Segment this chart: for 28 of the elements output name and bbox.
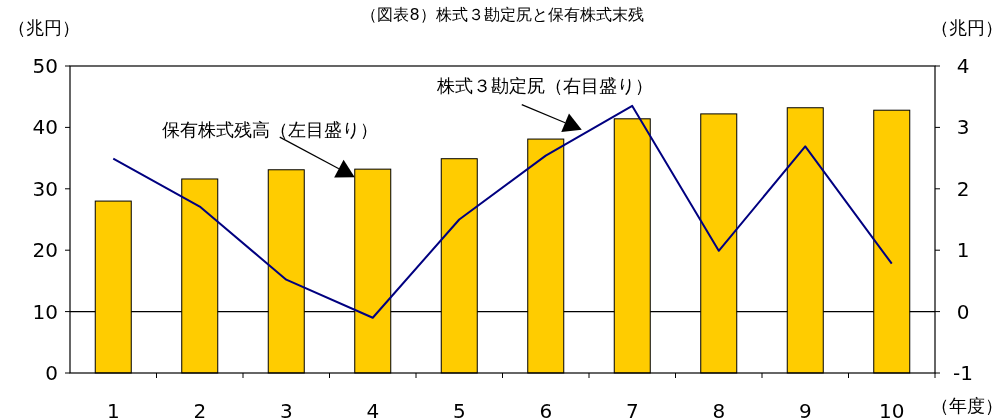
y-tick-label: 50 [32, 54, 58, 78]
x-tick-label: 10 [879, 399, 905, 420]
series-label: 株式３勘定尻（右目盛り） [436, 75, 653, 96]
y2-tick-label: 2 [956, 176, 970, 201]
x-tick-label: 2 [193, 399, 207, 420]
x-tick-label: 6 [539, 399, 553, 420]
y2-tick-label: 1 [956, 238, 970, 263]
y2-tick-label: -1 [953, 361, 973, 385]
chart-title: （図表8）株式３勘定尻と保有株式末残 [361, 5, 644, 24]
y-tick-label: 0 [45, 361, 58, 385]
x-tick-label: 4 [366, 399, 380, 420]
y2-axis-title: （兆円） [931, 17, 1003, 38]
y-axis-title: （兆円） [8, 17, 80, 38]
x-tick-label: 3 [279, 399, 293, 420]
y2-tick-label: 4 [956, 54, 970, 78]
y-tick-label: 40 [32, 115, 58, 140]
y-tick-label: 20 [32, 238, 58, 263]
x-tick-label: 9 [798, 399, 812, 420]
x-tick-label: 7 [625, 399, 639, 420]
x-tick-label: 1 [106, 399, 120, 420]
y2-tick-label: 3 [956, 115, 970, 140]
y-tick-label: 10 [32, 299, 58, 324]
series-label: 保有株式残高（左目盛り） [162, 119, 378, 140]
x-tick-label: 5 [452, 399, 466, 420]
x-tick-label: 8 [712, 399, 726, 420]
x-axis-title: （年度） [931, 395, 1003, 416]
y-tick-label: 30 [32, 176, 58, 201]
y2-tick-label: 0 [956, 299, 970, 324]
